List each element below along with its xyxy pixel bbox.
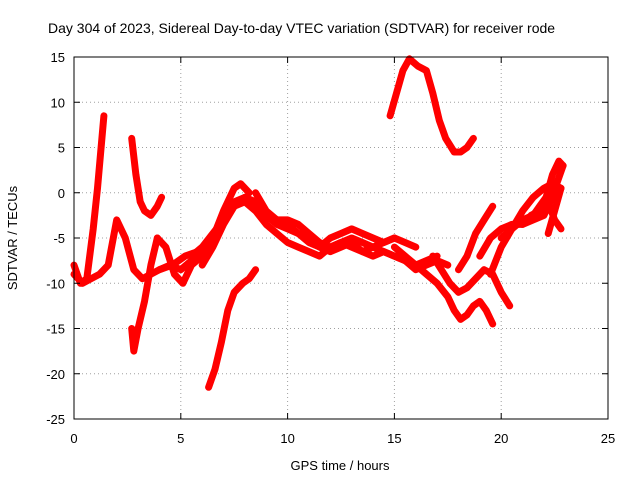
x-tick-label: 0: [70, 431, 77, 446]
series-track-9: [205, 266, 260, 391]
series-track-19: [544, 184, 565, 237]
x-tick-label: 15: [387, 431, 401, 446]
data-series-layer: [70, 55, 567, 391]
x-tick-label: 20: [494, 431, 508, 446]
y-tick-label: 5: [58, 141, 65, 156]
y-tick-label: -10: [46, 276, 65, 291]
y-tick-label: -20: [46, 367, 65, 382]
x-axis-label: GPS time / hours: [291, 458, 390, 473]
series-track-1: [70, 112, 108, 287]
series-track-12: [390, 243, 497, 328]
y-tick-label: -5: [53, 231, 65, 246]
series-track-3: [128, 134, 166, 219]
y-tick-label: 0: [58, 186, 65, 201]
series-track-14: [455, 202, 497, 274]
y-tick-label: -25: [46, 412, 65, 427]
chart-title: Day 304 of 2023, Sidereal Day-to-day VTE…: [48, 20, 555, 36]
y-tick-label: -15: [46, 322, 65, 337]
series-track-4: [128, 234, 161, 355]
series-track-18: [519, 198, 565, 233]
y-tick-label: 15: [51, 50, 65, 65]
y-tick-label: 10: [51, 95, 65, 110]
x-tick-label: 10: [280, 431, 294, 446]
y-axis-label: SDTVAR / TECUs: [5, 185, 20, 290]
series-track-13: [429, 252, 514, 310]
x-tick-label: 5: [177, 431, 184, 446]
x-tick-label: 25: [601, 431, 615, 446]
series-track-2: [70, 216, 215, 287]
axis-ticks: 0 5 10 15 20 25 15 10 5 0 -5 -10 -15 -20 -25: [46, 50, 615, 446]
series-track-11: [386, 55, 477, 156]
